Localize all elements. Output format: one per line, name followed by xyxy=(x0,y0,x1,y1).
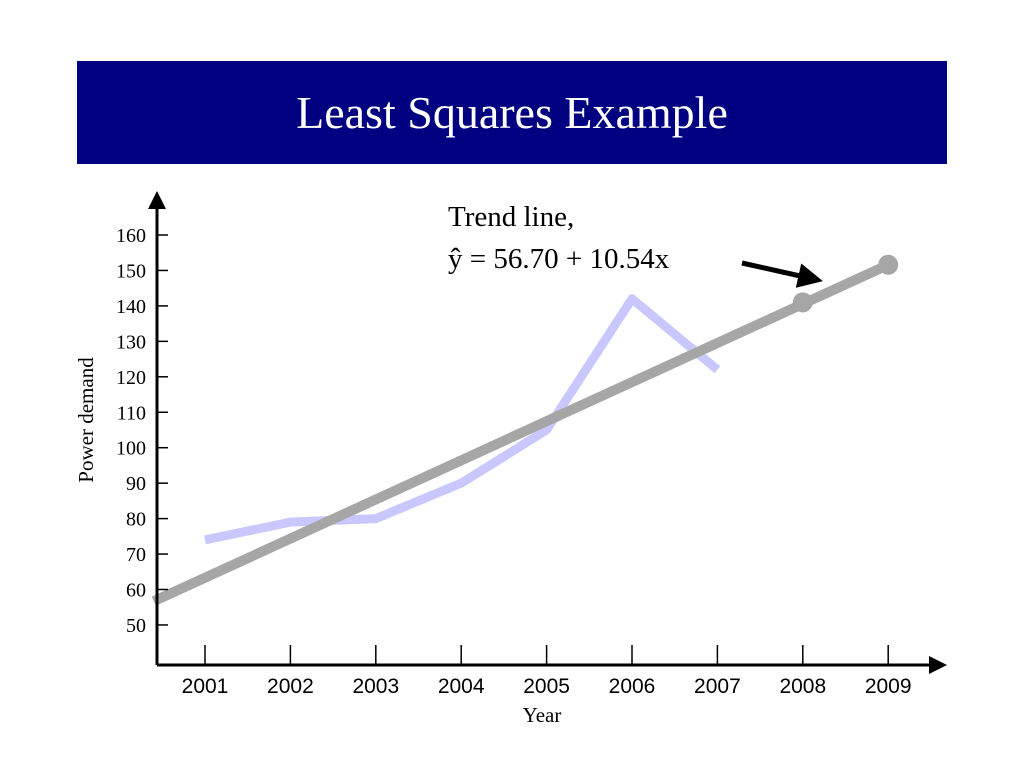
trend-forecast-point xyxy=(792,292,813,313)
y-tick-label: 100 xyxy=(116,438,146,460)
trend-annotation-label: Trend line, xyxy=(448,201,574,233)
y-tick-label: 60 xyxy=(126,580,146,602)
x-tick-label: 2002 xyxy=(267,675,314,698)
y-tick-label: 140 xyxy=(116,296,146,318)
y-tick-label: 130 xyxy=(116,331,146,353)
y-tick-label: 50 xyxy=(126,615,146,637)
y-axis-title: Power demand xyxy=(74,357,98,483)
series-layer xyxy=(151,254,899,606)
y-tick-label: 160 xyxy=(116,225,146,247)
x-tick-label: 2008 xyxy=(779,675,826,698)
y-tick-label: 90 xyxy=(126,473,146,495)
x-axis-title: Year xyxy=(523,703,562,727)
y-tick-label: 80 xyxy=(126,509,146,531)
x-tick-label: 2001 xyxy=(182,675,229,698)
trend-line xyxy=(151,260,891,606)
trend-forecast-point xyxy=(878,254,899,275)
annotation-arrow xyxy=(741,260,823,288)
y-tick-label: 70 xyxy=(126,544,146,566)
x-tick-label: 2007 xyxy=(694,675,741,698)
x-tick-label: 2003 xyxy=(352,675,399,698)
title-bar: Least Squares Example xyxy=(77,61,947,164)
slide-title: Least Squares Example xyxy=(296,86,728,138)
trend-annotation-equation: ŷ = 56.70 + 10.54x xyxy=(448,243,670,275)
y-tick-label: 150 xyxy=(116,260,146,282)
x-tick-label: 2004 xyxy=(438,675,485,698)
x-tick-label: 2006 xyxy=(609,675,656,698)
y-tick-label: 110 xyxy=(117,402,146,424)
ticks-layer: 50 60 70 80 90 100 110 120 130 140 150 160 2001 2002 2… xyxy=(116,225,912,698)
y-tick-label: 120 xyxy=(116,367,146,389)
x-tick-label: 2005 xyxy=(523,675,570,698)
x-tick-label: 2009 xyxy=(865,675,912,698)
actual-demand-line xyxy=(204,294,721,545)
